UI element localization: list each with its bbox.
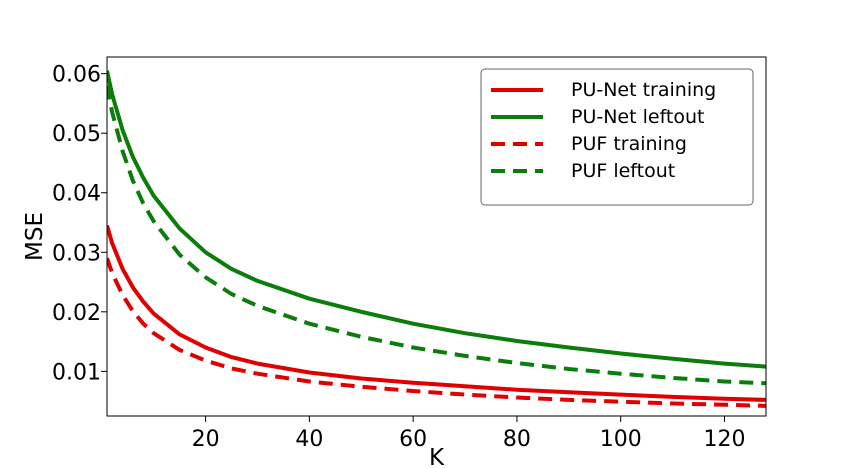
legend-label-4: PUF leftout	[571, 160, 675, 182]
x-tick-label: 100	[600, 427, 642, 452]
plot-frame	[106, 56, 767, 417]
series-line-1	[107, 224, 766, 402]
x-axis-title: K	[429, 445, 445, 468]
legend-label-2: PU-Net leftout	[571, 106, 705, 128]
y-axis-title: MSE	[22, 212, 48, 261]
x-tick-label: 20	[192, 427, 220, 452]
legend: PU-Net training PU-Net leftout PUF trainin…	[480, 68, 754, 206]
x-tick-label: 80	[503, 427, 531, 452]
legend-box	[480, 68, 754, 206]
y-tick-label: 0.02	[52, 301, 101, 326]
y-tick-label: 0.04	[52, 182, 101, 207]
y-tick-label: 0.01	[52, 360, 101, 385]
y-tick-label: 0.06	[52, 63, 101, 88]
y-tick-label: 0.03	[52, 241, 101, 266]
x-tick-label: 60	[399, 427, 427, 452]
series-line-2	[107, 70, 766, 369]
x-tick-label: 40	[295, 427, 323, 452]
axis-ticks: 20 40 60 80 100 120 0.01 0.02 0.03 0.04 0.05 0.06	[52, 63, 745, 452]
series-line-4	[107, 85, 766, 386]
series-line-3	[107, 257, 766, 408]
legend-label-1: PU-Net training	[571, 79, 716, 101]
y-tick-label: 0.05	[52, 122, 101, 147]
legend-label-3: PUF training	[571, 133, 687, 155]
plot-area	[107, 70, 766, 408]
x-tick-label: 120	[703, 427, 745, 452]
